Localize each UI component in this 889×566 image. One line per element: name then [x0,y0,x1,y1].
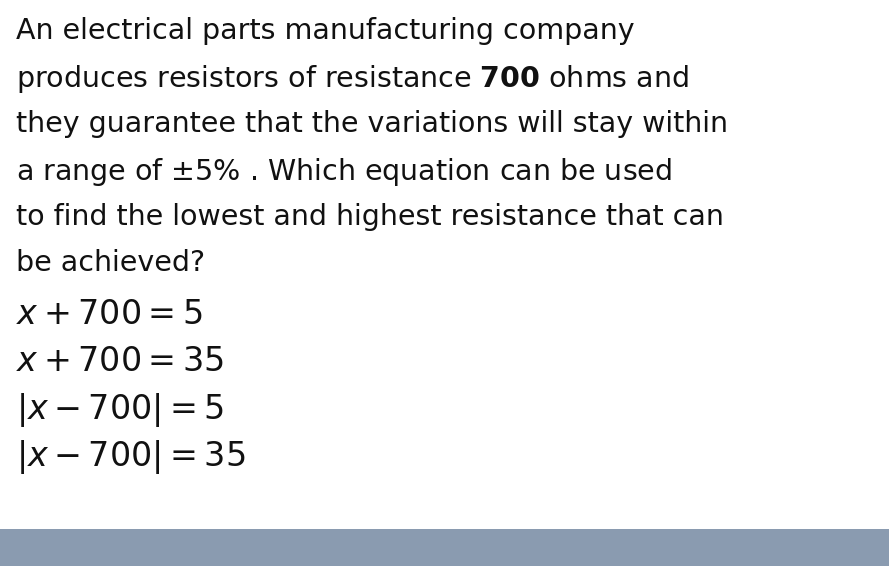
Text: $|x - 700| = 5$: $|x - 700| = 5$ [16,391,224,429]
Text: $|x - 700| = 35$: $|x - 700| = 35$ [16,438,245,475]
Text: to find the lowest and highest resistance that can: to find the lowest and highest resistanc… [16,203,724,230]
Text: An electrical parts manufacturing company: An electrical parts manufacturing compan… [16,17,635,45]
Text: $x + 700 = 35$: $x + 700 = 35$ [16,345,224,378]
Text: be achieved?: be achieved? [16,249,205,277]
Text: a range of $\pm5\%$ . Which equation can be used: a range of $\pm5\%$ . Which equation can… [16,156,672,188]
Text: $x + 700 = 5$: $x + 700 = 5$ [16,298,203,331]
Text: they guarantee that the variations will stay within: they guarantee that the variations will … [16,110,728,138]
Text: produces resistors of resistance $\mathbf{700}$ ohms and: produces resistors of resistance $\mathb… [16,63,689,96]
